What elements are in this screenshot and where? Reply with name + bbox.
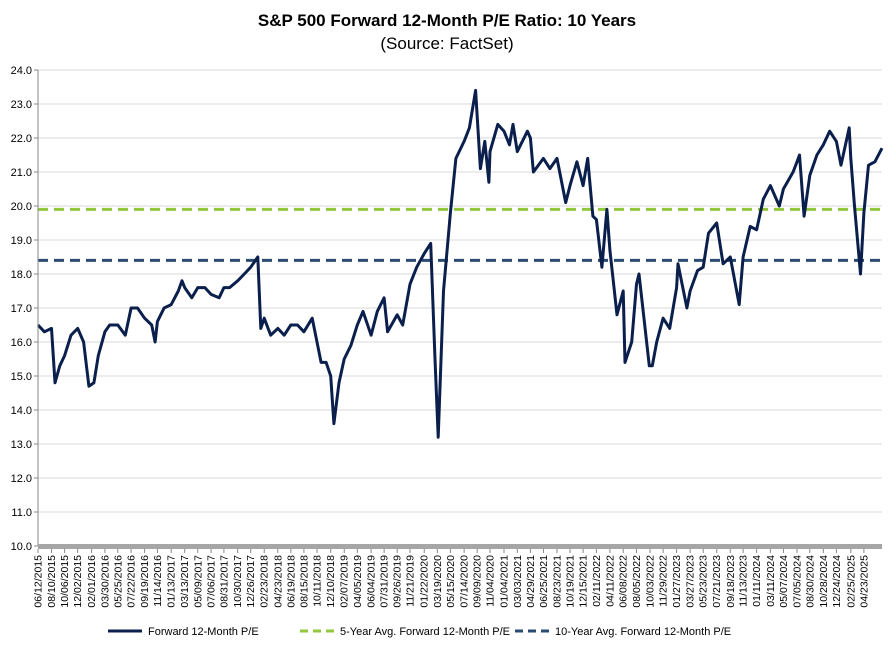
x-tick-label: 08/10/2015 [46, 555, 58, 608]
x-tick-label: 10/30/2017 [232, 555, 244, 608]
x-tick-label: 11/21/2019 [405, 555, 417, 607]
x-tick-label: 07/06/2017 [206, 555, 218, 608]
legend: Forward 12-Month P/E 5-Year Avg. Forward … [108, 626, 731, 638]
x-tick-label: 06/19/2018 [285, 555, 297, 608]
y-tick-label: 13.0 [11, 439, 32, 451]
y-axis-ticks: 10.0 11.0 12.0 13.0 14.0 15.0 16.0 17.0 18.0 19.0… [11, 65, 38, 553]
y-tick-label: 22.0 [11, 133, 32, 145]
y-tick-label: 15.0 [11, 371, 32, 383]
x-tick-label: 12/02/2015 [72, 555, 84, 608]
x-tick-label: 01/22/2020 [419, 555, 431, 608]
x-tick-label: 03/19/2020 [432, 555, 444, 608]
y-tick-label: 19.0 [11, 235, 32, 247]
x-tick-label: 05/09/2017 [192, 555, 204, 608]
y-tick-label: 18.0 [11, 269, 32, 281]
x-tick-label: 01/11/2024 [751, 555, 763, 607]
x-tick-label: 05/25/2016 [112, 555, 124, 608]
x-tick-label: 07/31/2019 [379, 555, 391, 608]
x-tick-label: 11/29/2022 [658, 555, 670, 607]
y-tick-label: 11.0 [11, 507, 32, 519]
x-tick-label: 06/08/2022 [618, 555, 630, 608]
y-tick-label: 12.0 [11, 473, 32, 485]
x-tick-label: 01/04/2021 [499, 555, 511, 608]
x-tick-label: 07/21/2023 [711, 555, 723, 608]
axes [37, 70, 882, 549]
x-tick-label: 03/11/2024 [765, 555, 777, 607]
x-tick-label: 12/10/2018 [325, 555, 337, 608]
x-tick-label: 01/27/2023 [671, 555, 683, 608]
reference-lines [38, 207, 882, 262]
y-tick-label: 24.0 [11, 65, 32, 77]
x-tick-label: 03/13/2017 [179, 555, 191, 608]
series-line-forward-pe [36, 88, 884, 439]
x-tick-label: 04/23/2018 [272, 555, 284, 608]
y-tick-label: 14.0 [11, 405, 32, 417]
gridlines [38, 69, 882, 547]
x-tick-label: 07/05/2024 [792, 555, 804, 608]
x-tick-label: 08/15/2018 [298, 555, 310, 608]
x-tick-label: 12/24/2024 [831, 555, 843, 608]
x-tick-label: 09/26/2019 [392, 555, 404, 608]
x-tick-label: 08/31/2017 [218, 555, 230, 608]
legend-label: 10-Year Avg. Forward 12-Month P/E [555, 626, 731, 638]
chart-subtitle: (Source: FactSet) [380, 34, 513, 53]
x-tick-label: 04/11/2022 [604, 555, 616, 607]
x-tick-label: 03/03/2021 [512, 555, 524, 608]
x-tick-label: 08/30/2024 [804, 555, 816, 608]
y-tick-label: 10.0 [11, 541, 32, 553]
legend-label: Forward 12-Month P/E [148, 626, 259, 638]
x-tick-label: 02/07/2019 [339, 555, 351, 608]
x-tick-label: 08/05/2022 [631, 555, 643, 608]
x-tick-label: 11/14/2016 [152, 555, 164, 607]
x-tick-label: 10/19/2021 [565, 555, 577, 608]
x-tick-label: 10/06/2015 [59, 555, 71, 608]
y-tick-label: 20.0 [11, 201, 32, 213]
x-tick-label: 09/19/2016 [139, 555, 151, 608]
x-tick-label: 04/29/2021 [525, 555, 537, 608]
x-tick-label: 11/13/2023 [738, 555, 750, 607]
x-tick-label: 11/04/2020 [485, 555, 497, 607]
chart-title: S&P 500 Forward 12-Month P/E Ratio: 10 Y… [258, 11, 636, 30]
x-tick-label: 01/13/2017 [166, 555, 178, 608]
x-tick-label: 04/23/2025 [858, 555, 870, 608]
x-tick-label: 02/25/2025 [845, 555, 857, 608]
x-tick-label: 07/14/2020 [459, 555, 471, 608]
x-tick-label: 02/11/2022 [591, 555, 603, 607]
x-tick-label: 09/09/2020 [472, 555, 484, 608]
x-tick-label: 06/25/2021 [538, 555, 550, 608]
x-tick-label: 02/01/2016 [86, 555, 98, 608]
x-tick-label: 03/27/2023 [685, 555, 697, 608]
x-tick-label: 08/23/2021 [552, 555, 564, 608]
x-tick-label: 12/15/2021 [578, 555, 590, 608]
x-axis-ticks: 06/12/2015 08/10/2015 10/06/2015 12/02/2015… [33, 549, 870, 608]
x-tick-label: 04/05/2019 [352, 555, 364, 608]
x-tick-label: 05/07/2024 [778, 555, 790, 608]
x-tick-label: 03/30/2016 [99, 555, 111, 608]
x-tick-label: 09/18/2023 [725, 555, 737, 608]
legend-label: 5-Year Avg. Forward 12-Month P/E [340, 626, 510, 638]
y-tick-label: 23.0 [11, 99, 32, 111]
x-tick-label: 12/26/2017 [245, 555, 257, 608]
x-tick-label: 02/23/2018 [259, 555, 271, 608]
x-tick-label: 06/04/2019 [366, 555, 378, 608]
x-tick-label: 05/23/2023 [698, 555, 710, 608]
x-tick-label: 06/12/2015 [33, 555, 45, 608]
y-tick-label: 17.0 [11, 303, 32, 315]
x-tick-label: 10/11/2018 [312, 555, 324, 607]
x-tick-label: 05/15/2020 [445, 555, 457, 608]
y-tick-label: 16.0 [11, 337, 32, 349]
x-tick-label: 10/28/2024 [818, 555, 830, 608]
x-axis-line [38, 544, 882, 549]
series-lines [36, 88, 884, 439]
x-tick-label: 07/22/2016 [126, 555, 138, 608]
y-tick-label: 21.0 [11, 167, 32, 179]
x-tick-label: 10/03/2022 [645, 555, 657, 608]
